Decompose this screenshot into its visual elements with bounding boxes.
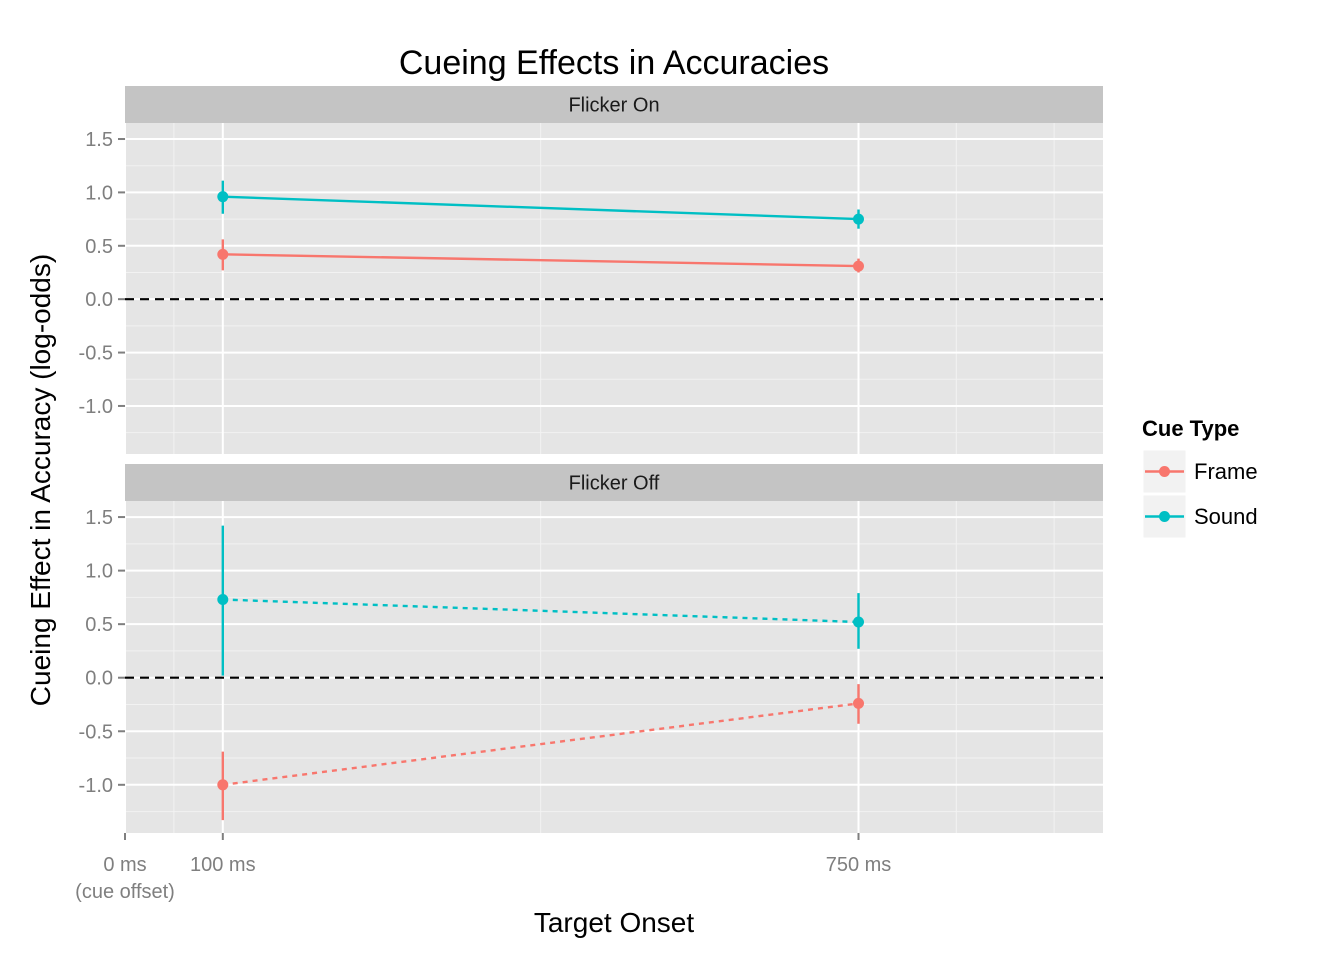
y-tick-label: 0.5	[85, 614, 113, 636]
x-axis: 0 ms (cue offset) 100 ms 750 ms	[75, 833, 891, 903]
panel-1: Flicker On -1.0 -0.5 0.0 0.5 1.0 1.5	[79, 86, 1103, 454]
series-frame	[217, 684, 864, 821]
data-point	[217, 248, 229, 260]
series-line	[222, 195, 859, 221]
y-tick-label: 1.0	[85, 561, 113, 583]
y-tick-label: 0.0	[85, 289, 113, 311]
legend-label: Frame	[1194, 459, 1258, 484]
legend-item-frame: Frame	[1142, 449, 1258, 494]
strip-background	[125, 464, 1103, 501]
y-axis-title: Cueing Effect in Accuracy (log-odds)	[25, 254, 56, 706]
panel-background	[125, 123, 1103, 454]
data-point	[217, 779, 229, 791]
legend-label: Sound	[1194, 504, 1258, 529]
y-tick-label: 0.5	[85, 236, 113, 258]
data-point	[853, 697, 864, 709]
panel-2: Flicker Off -1.0 -0.5 0.0 0.5 1.0 1.5	[79, 464, 1103, 833]
series-sound	[217, 525, 864, 676]
panel-background	[125, 501, 1103, 833]
data-point	[853, 213, 864, 225]
series-line	[222, 702, 859, 786]
strip-label: Flicker On	[568, 95, 659, 117]
series-frame	[217, 239, 864, 273]
x-axis-title: Target Onset	[534, 907, 695, 938]
y-tick-label: -1.0	[79, 775, 113, 797]
strip-label: Flicker Off	[569, 473, 660, 495]
legend-key-point	[1159, 466, 1170, 477]
y-tick-label: -0.5	[79, 721, 113, 743]
series-sound	[217, 180, 864, 229]
y-tick-label: 1.0	[85, 182, 113, 204]
legend-title: Cue Type	[1142, 416, 1239, 441]
data-point	[853, 260, 864, 272]
legend: Cue Type Frame Sound	[1142, 416, 1258, 539]
series-line	[222, 253, 859, 268]
chart-title: Cueing Effects in Accuracies	[399, 44, 829, 82]
y-tick-label: 1.5	[85, 129, 113, 151]
x-tick-label: 100 ms	[190, 854, 256, 876]
y-tick-label: 1.5	[85, 507, 113, 529]
x-tick-label: 0 ms	[103, 854, 146, 876]
data-point	[217, 594, 229, 606]
series-line	[222, 598, 859, 624]
x-tick-label: 750 ms	[826, 854, 892, 876]
legend-key-point	[1159, 511, 1170, 522]
y-tick-label: -0.5	[79, 343, 113, 365]
data-point	[217, 191, 229, 203]
data-point	[853, 616, 864, 628]
y-tick-label: -1.0	[79, 396, 113, 418]
legend-item-sound: Sound	[1142, 494, 1258, 539]
strip-background	[125, 86, 1103, 123]
y-tick-label: 0.0	[85, 668, 113, 690]
x-tick-sublabel: (cue offset)	[75, 881, 175, 903]
